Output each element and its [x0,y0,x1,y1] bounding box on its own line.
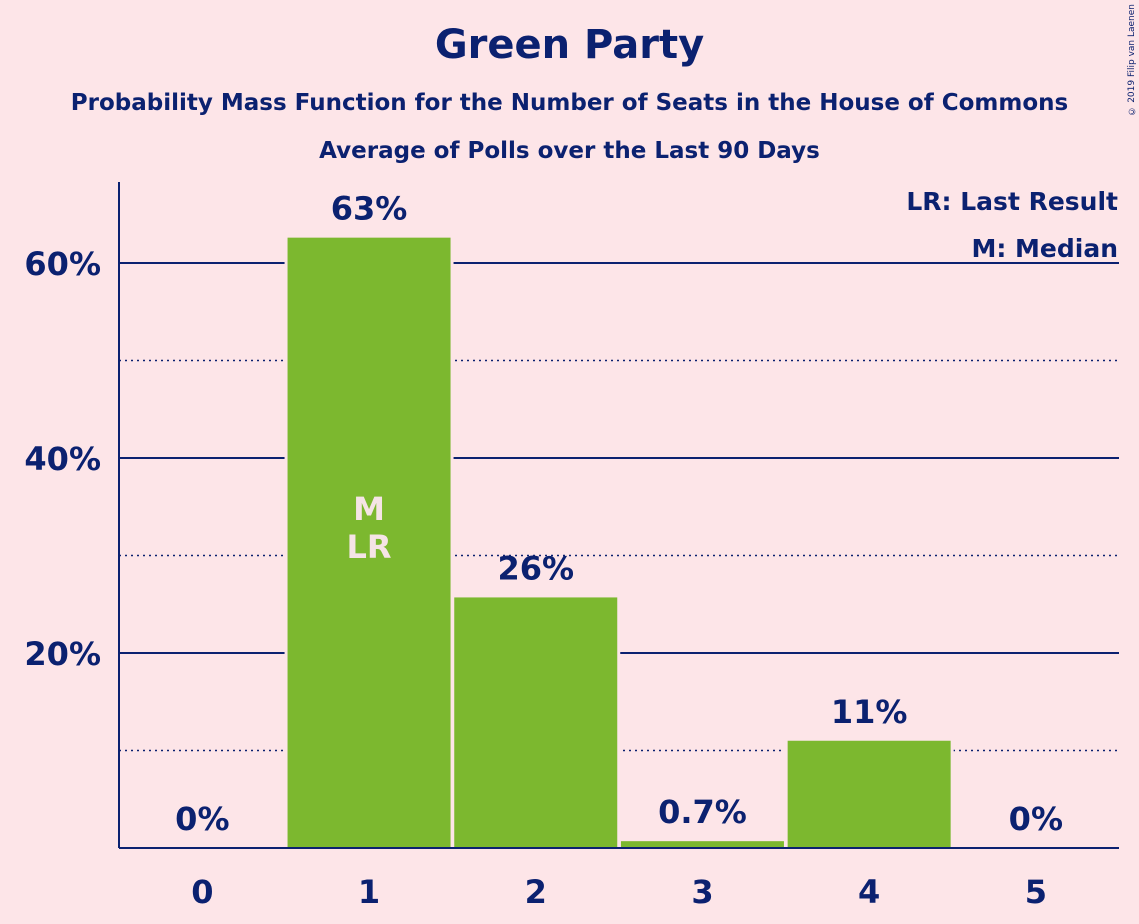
chart-subtitle: Probability Mass Function for the Number… [70,90,1069,116]
y-tick-label: 20% [24,635,101,673]
bar [287,237,451,848]
bar-marker-label: M [353,490,385,528]
chart-title: Green Party [434,22,705,68]
x-tick-label: 3 [691,873,713,911]
x-tick-label: 0 [191,873,213,911]
bar [454,597,618,848]
x-tick-label: 4 [858,873,880,911]
bar [787,740,951,848]
legend-entry: M: Median [971,234,1118,263]
y-tick-label: 60% [24,245,101,283]
value-label: 0% [175,800,229,838]
value-label: 11% [831,693,908,731]
chart-subtitle-secondary: Average of Polls over the Last 90 Days [319,138,820,164]
value-label: 0% [1009,800,1063,838]
value-label: 0.7% [658,793,747,831]
y-tick-label: 40% [24,440,101,478]
value-label: 26% [497,549,574,587]
x-tick-label: 2 [525,873,547,911]
value-label: 63% [331,190,408,228]
x-tick-label: 5 [1025,873,1047,911]
bar [620,841,784,848]
x-tick-label: 1 [358,873,380,911]
bar-marker-label: LR [347,528,392,566]
legend-entry: LR: Last Result [906,187,1118,216]
